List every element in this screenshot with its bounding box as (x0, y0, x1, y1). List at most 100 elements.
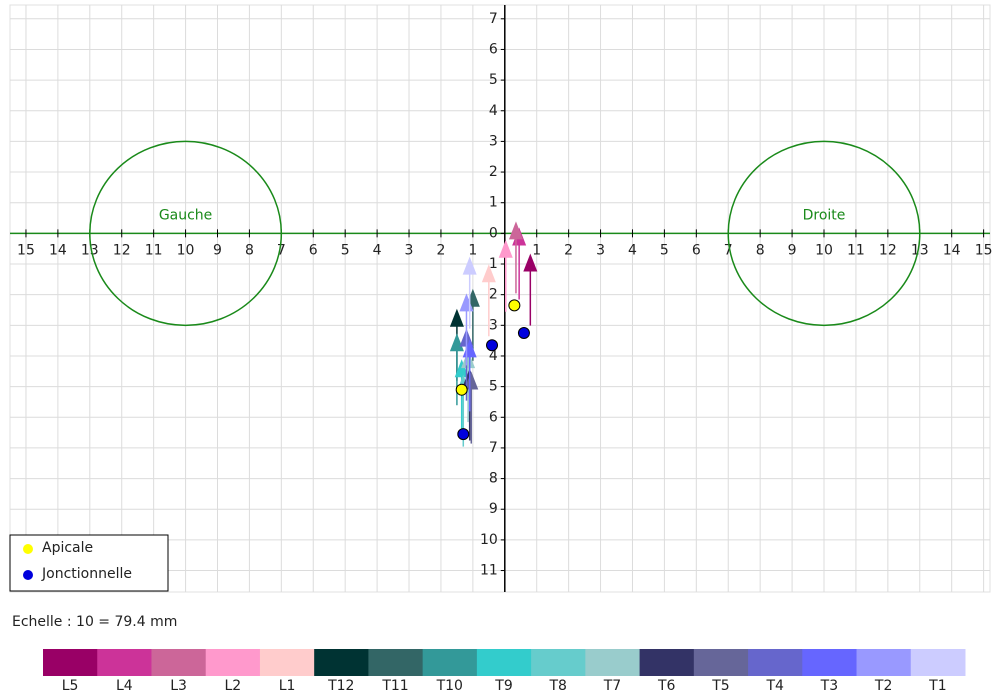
color-label: T6 (657, 678, 676, 694)
color-label: L3 (170, 678, 187, 694)
vertebra-marker (462, 256, 477, 275)
color-swatch (856, 649, 912, 676)
legend-label: Apicale (42, 540, 93, 556)
x-tick-label: 5 (341, 242, 350, 258)
color-label: T11 (381, 678, 408, 694)
legend-swatch (23, 570, 33, 580)
color-swatch (585, 649, 641, 676)
color-label: T10 (436, 678, 463, 694)
y-tick-label: 11 (480, 563, 498, 579)
y-tick-label: 0 (489, 225, 498, 241)
x-tick-label: 10 (177, 242, 195, 258)
x-tick-label: 10 (815, 242, 833, 258)
plot-area (9, 4, 991, 593)
color-label: T8 (549, 678, 567, 694)
vertebra-marker (464, 371, 479, 390)
vertebra-marker (508, 221, 523, 240)
legend-label: Jonctionnelle (41, 566, 132, 582)
color-swatch (43, 649, 98, 676)
x-tick-label: 14 (943, 242, 961, 258)
color-swatch (748, 649, 803, 676)
color-swatch (476, 649, 532, 676)
circle-label: Droite (803, 207, 846, 223)
color-swatch (531, 649, 586, 676)
y-tick-label: 10 (480, 532, 498, 548)
x-tick-label: 3 (405, 242, 414, 258)
vertebra-marker (481, 264, 496, 283)
circle-label: Gauche (159, 207, 212, 223)
point (457, 428, 470, 441)
color-swatch (314, 649, 369, 676)
color-label: T2 (874, 678, 892, 694)
color-swatch (910, 649, 966, 676)
color-label: T9 (494, 678, 512, 694)
x-tick-label: 15 (975, 242, 993, 258)
x-tick-label: 12 (879, 242, 897, 258)
x-tick-label: 13 (911, 242, 929, 258)
y-tick-label: 6 (489, 41, 498, 57)
y-tick-label: 5 (489, 379, 498, 395)
y-tick-label: 4 (489, 103, 498, 119)
x-tick-label: 5 (660, 242, 669, 258)
foot-circle (727, 140, 921, 327)
x-tick-label: 4 (373, 242, 382, 258)
color-label: L4 (116, 678, 133, 694)
vertebra-marker (498, 239, 513, 258)
y-tick-label: 1 (489, 256, 498, 272)
x-tick-label: 2 (564, 242, 573, 258)
color-label: L2 (224, 678, 241, 694)
color-label: L1 (279, 678, 296, 694)
x-tick-label: 13 (81, 242, 99, 258)
color-swatch (151, 649, 207, 676)
x-tick-label: 2 (436, 242, 445, 258)
color-swatch (205, 649, 261, 676)
y-tick-label: 2 (489, 164, 498, 180)
color-swatch (693, 649, 749, 676)
point (486, 339, 499, 352)
x-tick-label: 15 (17, 242, 35, 258)
y-tick-label: 7 (489, 440, 498, 456)
color-label: T7 (603, 678, 621, 694)
color-swatch (368, 649, 424, 676)
x-tick-label: 6 (309, 242, 318, 258)
y-tick-label: 4 (489, 348, 498, 364)
legend-box (9, 534, 169, 592)
x-tick-label: 3 (596, 242, 605, 258)
x-tick-label: 9 (788, 242, 797, 258)
vertebra-marker (449, 308, 464, 327)
y-tick-label: 3 (489, 317, 498, 333)
color-swatch (639, 649, 695, 676)
vertebra-marker (449, 333, 464, 352)
vertebra-marker (454, 359, 469, 378)
y-tick-label: 8 (489, 471, 498, 487)
legend-swatch (23, 544, 33, 554)
color-label: T4 (765, 678, 784, 694)
x-tick-label: 11 (847, 242, 865, 258)
color-swatch (802, 649, 858, 676)
color-label: T12 (327, 678, 354, 694)
color-label: L5 (62, 678, 79, 694)
foot-circle (89, 140, 283, 327)
color-label: T1 (928, 678, 946, 694)
point (517, 326, 530, 339)
y-tick-label: 9 (489, 501, 498, 517)
x-tick-label: 11 (145, 242, 163, 258)
color-label: T5 (711, 678, 729, 694)
x-tick-label: 7 (277, 242, 286, 258)
x-tick-label: 6 (692, 242, 701, 258)
color-swatch (97, 649, 152, 676)
y-tick-label: 7 (489, 11, 498, 27)
x-tick-label: 8 (245, 242, 254, 258)
vertebra-marker (523, 253, 538, 272)
y-tick-label: 1 (489, 195, 498, 211)
color-swatch (259, 649, 315, 676)
x-tick-label: 4 (628, 242, 637, 258)
x-tick-label: 9 (213, 242, 222, 258)
x-tick-label: 14 (49, 242, 67, 258)
x-tick-label: 1 (532, 242, 541, 258)
color-label: T3 (820, 678, 838, 694)
color-swatch (422, 649, 478, 676)
y-tick-label: 3 (489, 133, 498, 149)
